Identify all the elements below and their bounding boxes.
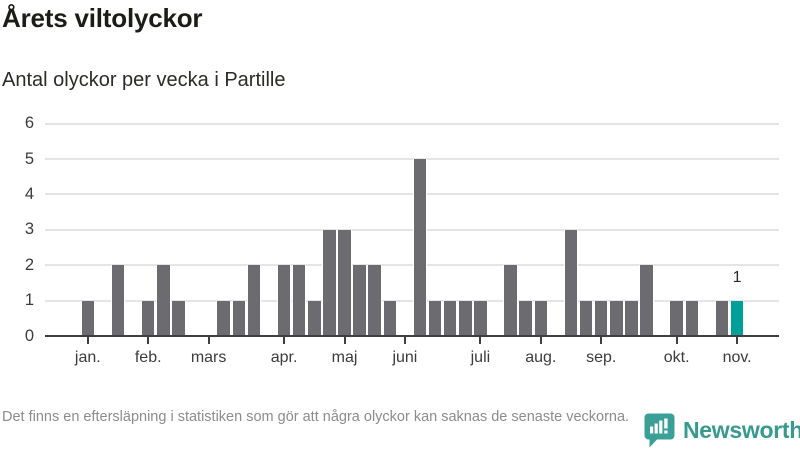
gridline: [45, 299, 779, 302]
x-axis-month-label: jan.: [74, 349, 101, 366]
bar: [609, 300, 624, 336]
bar: [337, 229, 352, 336]
bar: [216, 300, 231, 336]
x-axis-month-label: mars: [190, 349, 227, 366]
bar: [156, 265, 171, 336]
x-axis-month-label: okt.: [663, 349, 690, 366]
x-axis-month-label: sep.: [586, 349, 617, 366]
newsworthy-logo-text: Newsworthy: [683, 416, 800, 443]
bar: [276, 265, 292, 336]
bar: [442, 300, 458, 336]
x-axis-month-label: nov.: [722, 349, 752, 366]
footnote: Det finns en eftersläpning i statistiken…: [2, 409, 630, 425]
gridline: [45, 158, 779, 160]
bar: [246, 265, 262, 336]
bar: [639, 265, 654, 336]
newsworthy-chart-bubble-icon: [644, 413, 675, 448]
bar: [533, 300, 549, 336]
x-axis-month-label: apr.: [270, 349, 298, 366]
gridline: [45, 264, 779, 267]
bar: [624, 300, 639, 336]
y-axis-tick-label: 3: [24, 220, 34, 239]
x-axis-tick: [539, 337, 542, 344]
gridline: [45, 228, 779, 231]
x-axis-tick: [675, 337, 678, 344]
bar: [307, 300, 322, 336]
x-axis-month-label: juni: [392, 349, 418, 366]
x-axis-tick: [600, 337, 603, 344]
x-axis-month-label: juli: [470, 349, 491, 366]
bar-value-label: 1: [732, 268, 742, 286]
x-axis-tick: [343, 337, 346, 344]
bar: [714, 300, 730, 336]
bar: [563, 229, 579, 336]
bar: [110, 265, 126, 336]
x-axis-tick: [283, 337, 286, 344]
bar: [140, 300, 156, 336]
x-axis-month-label: maj: [331, 349, 358, 366]
bar: [171, 300, 186, 336]
bar: [291, 265, 307, 336]
bar: [382, 300, 398, 336]
bar-highlighted: [729, 300, 745, 336]
page-title: Årets viltolyckor: [2, 3, 203, 33]
x-axis-month-label: aug.: [525, 349, 557, 366]
bar: [669, 300, 684, 336]
x-axis-month-label: feb.: [134, 349, 162, 366]
gridline: [45, 193, 779, 196]
y-axis-tick-label: 0: [24, 326, 34, 345]
bar: [593, 300, 609, 336]
x-axis-tick: [736, 337, 739, 344]
y-axis-tick-label: 6: [24, 114, 34, 133]
bar: [518, 300, 533, 336]
y-axis-tick-label: 5: [24, 149, 34, 168]
bar: [684, 300, 700, 336]
y-axis-tick-label: 4: [24, 184, 34, 203]
bar: [322, 229, 337, 336]
chart-subtitle: Antal olyckor per vecka i Partille: [2, 69, 286, 91]
bar: [80, 300, 96, 336]
bar: [231, 300, 247, 336]
bar: [503, 265, 518, 336]
x-axis-tick: [479, 337, 482, 344]
x-axis-line: [45, 334, 779, 337]
gridline: [45, 122, 779, 125]
bar: [427, 300, 443, 336]
x-axis-tick: [403, 337, 406, 344]
bar: [578, 300, 594, 336]
bar: [352, 265, 367, 336]
x-axis-tick: [86, 337, 89, 344]
bar: [458, 300, 473, 336]
bar: [473, 300, 488, 336]
x-axis-tick: [147, 337, 150, 344]
x-axis-tick: [207, 337, 210, 344]
y-axis-tick-label: 1: [24, 291, 34, 310]
bar: [367, 265, 382, 336]
y-axis-tick-label: 2: [24, 255, 34, 274]
bar: [412, 159, 428, 336]
newsworthy-logo: Newsworthy: [644, 412, 800, 448]
